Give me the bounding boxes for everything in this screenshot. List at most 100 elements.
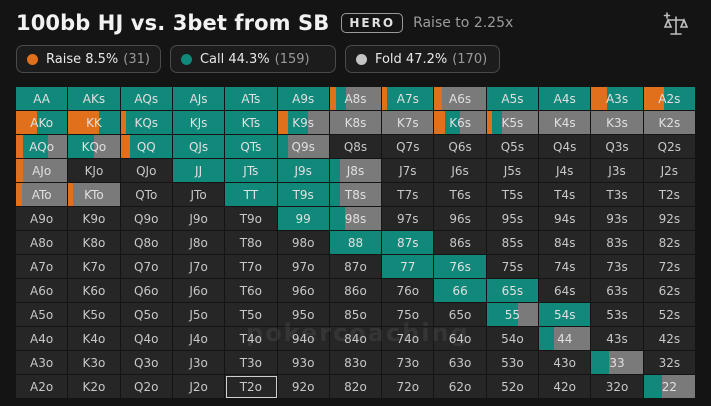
hand-cell-86s[interactable]: 86s [434,231,487,255]
hand-cell-53s[interactable]: 53s [591,303,644,327]
hand-cell-A6s[interactable]: A6s [434,87,487,111]
hand-cell-J3s[interactable]: J3s [591,159,644,183]
hand-cell-43o[interactable]: 43o [539,351,592,375]
hand-cell-JTo[interactable]: JTo [172,183,226,207]
hand-cell-K3o[interactable]: K3o [68,351,121,375]
hand-cell-A9o[interactable]: A9o [16,207,69,231]
hand-cell-AKs[interactable]: AKs [68,87,121,111]
hand-cell-73s[interactable]: 73s [591,255,644,279]
hand-cell-88[interactable]: 88 [329,231,383,255]
hand-cell-75o[interactable]: 75o [382,303,435,327]
legend-raise[interactable]: Raise 8.5% (31) [16,45,161,73]
hand-cell-QQ[interactable]: QQ [120,135,173,159]
hand-cell-J8o[interactable]: J8o [172,231,226,255]
hand-cell-J5s[interactable]: J5s [486,159,540,183]
hand-cell-Q9o[interactable]: Q9o [120,207,173,231]
hand-cell-63s[interactable]: 63s [591,279,644,303]
hand-cell-T6o[interactable]: T6o [225,279,278,303]
hand-cell-Q8s[interactable]: Q8s [329,135,383,159]
hand-cell-92s[interactable]: 92s [643,207,696,231]
hand-cell-54o[interactable]: 54o [486,327,540,351]
hand-cell-KJs[interactable]: KJs [172,111,226,135]
hand-cell-K9s[interactable]: K9s [277,111,330,135]
compare-scale-icon[interactable] [662,12,690,38]
hand-cell-54s[interactable]: 54s [539,303,592,327]
legend-call[interactable]: Call 44.3% (159) [169,45,336,73]
hand-cell-72o[interactable]: 72o [382,375,435,399]
hand-cell-Q2s[interactable]: Q2s [643,135,696,159]
hand-cell-99[interactable]: 99 [277,207,330,231]
hand-cell-94o[interactable]: 94o [277,327,330,351]
hand-cell-K9o[interactable]: K9o [68,207,121,231]
hand-cell-43s[interactable]: 43s [591,327,644,351]
hand-cell-QJs[interactable]: QJs [172,135,226,159]
hand-cell-T3s[interactable]: T3s [591,183,644,207]
hand-cell-86o[interactable]: 86o [329,279,383,303]
hand-cell-83o[interactable]: 83o [329,351,383,375]
hand-cell-J3o[interactable]: J3o [172,351,226,375]
hand-cell-T5o[interactable]: T5o [225,303,278,327]
hand-cell-87o[interactable]: 87o [329,255,383,279]
hand-cell-A5s[interactable]: A5s [486,87,540,111]
hand-cell-K4s[interactable]: K4s [539,111,592,135]
hand-cell-T5s[interactable]: T5s [486,183,540,207]
hand-cell-Q6o[interactable]: Q6o [120,279,173,303]
hand-cell-Q7o[interactable]: Q7o [120,255,173,279]
hand-cell-98s[interactable]: 98s [329,207,383,231]
hand-cell-82s[interactable]: 82s [643,231,696,255]
hand-cell-62o[interactable]: 62o [434,375,487,399]
hand-cell-93s[interactable]: 93s [591,207,644,231]
hand-cell-J4o[interactable]: J4o [172,327,226,351]
hand-cell-Q5o[interactable]: Q5o [120,303,173,327]
hand-cell-62s[interactable]: 62s [643,279,696,303]
hand-cell-ATs[interactable]: ATs [225,87,278,111]
hand-cell-64o[interactable]: 64o [434,327,487,351]
hand-cell-AKo[interactable]: AKo [16,111,69,135]
hand-cell-ATo[interactable]: ATo [16,183,69,207]
hand-cell-K7o[interactable]: K7o [68,255,121,279]
hand-cell-A6o[interactable]: A6o [16,279,69,303]
hand-cell-AA[interactable]: AA [16,87,69,111]
hand-cell-53o[interactable]: 53o [486,351,540,375]
hand-cell-52s[interactable]: 52s [643,303,696,327]
hand-cell-AJs[interactable]: AJs [172,87,226,111]
hand-cell-A2o[interactable]: A2o [16,375,69,399]
hand-cell-82o[interactable]: 82o [329,375,383,399]
hand-cell-44[interactable]: 44 [539,327,592,351]
hand-cell-T9s[interactable]: T9s [277,183,330,207]
hand-cell-Q2o[interactable]: Q2o [120,375,173,399]
hand-cell-T8s[interactable]: T8s [329,183,383,207]
hand-cell-J2s[interactable]: J2s [643,159,696,183]
hand-cell-T2s[interactable]: T2s [643,183,696,207]
hand-cell-32o[interactable]: 32o [591,375,644,399]
hand-cell-72s[interactable]: 72s [643,255,696,279]
hand-cell-K2s[interactable]: K2s [643,111,696,135]
hand-cell-A8o[interactable]: A8o [16,231,69,255]
hand-cell-A7o[interactable]: A7o [16,255,69,279]
hand-cell-J8s[interactable]: J8s [329,159,383,183]
hand-cell-Q9s[interactable]: Q9s [277,135,330,159]
hand-cell-92o[interactable]: 92o [277,375,330,399]
hand-cell-J4s[interactable]: J4s [539,159,592,183]
hand-cell-33[interactable]: 33 [591,351,644,375]
hand-cell-K5s[interactable]: K5s [486,111,540,135]
hand-cell-AQo[interactable]: AQo [16,135,69,159]
hand-cell-K6s[interactable]: K6s [434,111,487,135]
hand-cell-K2o[interactable]: K2o [68,375,121,399]
hand-cell-96o[interactable]: 96o [277,279,330,303]
hand-cell-Q6s[interactable]: Q6s [434,135,487,159]
hand-cell-Q8o[interactable]: Q8o [120,231,173,255]
hand-cell-98o[interactable]: 98o [277,231,330,255]
hand-cell-Q7s[interactable]: Q7s [382,135,435,159]
hand-cell-A3s[interactable]: A3s [591,87,644,111]
hand-cell-K6o[interactable]: K6o [68,279,121,303]
hand-cell-QJo[interactable]: QJo [120,159,173,183]
hand-cell-76s[interactable]: 76s [434,255,487,279]
hand-cell-J9o[interactable]: J9o [172,207,226,231]
hand-cell-75s[interactable]: 75s [486,255,540,279]
hand-cell-Q4s[interactable]: Q4s [539,135,592,159]
hand-cell-83s[interactable]: 83s [591,231,644,255]
hand-cell-J5o[interactable]: J5o [172,303,226,327]
hand-cell-A9s[interactable]: A9s [277,87,330,111]
hand-cell-JTs[interactable]: JTs [225,159,278,183]
